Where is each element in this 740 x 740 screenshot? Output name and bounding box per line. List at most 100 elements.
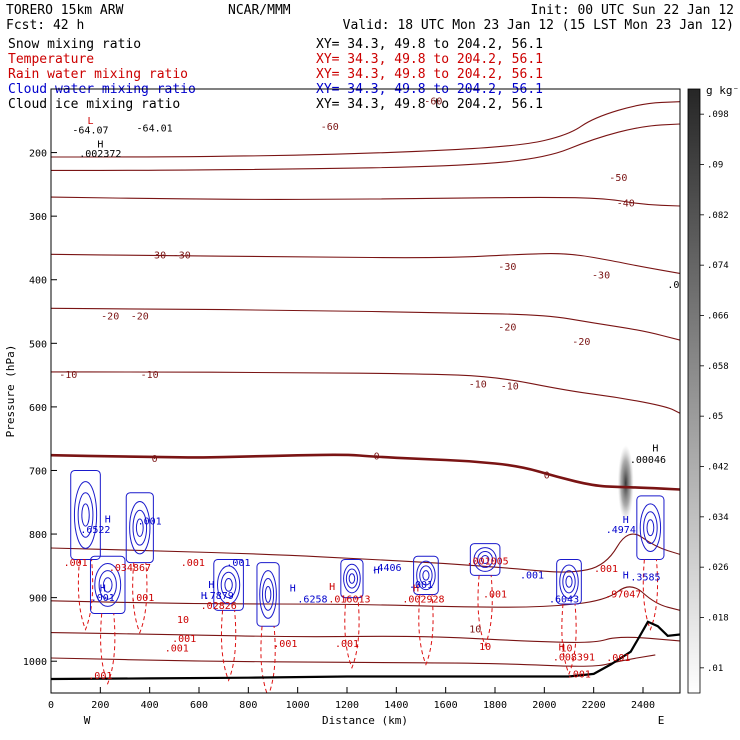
y-tick-label: 500 <box>29 339 47 350</box>
temperature-contour-m30 <box>51 253 680 274</box>
field-range-cloud-ice: XY= 34.3, 49.8 to 204.2, 56.1 <box>316 97 543 112</box>
temperature-contour-5 <box>51 533 680 573</box>
field-annotation: .034867 <box>109 563 151 574</box>
x-tick-label: 800 <box>239 700 257 711</box>
temperature-contour-label: 10 <box>469 624 481 635</box>
x-tick-label: 600 <box>190 700 208 711</box>
rain-water-contour <box>561 603 577 676</box>
colorbar-tick-label: .042 <box>707 463 729 473</box>
cloud-water-cell-contour <box>81 503 90 527</box>
cloud-water-cell-contour <box>262 578 275 611</box>
cloud-water-cell-contour <box>129 500 151 555</box>
field-annotation: .001 <box>520 571 544 582</box>
field-annotation: H <box>100 583 106 594</box>
cloud-water-cell-contour <box>98 570 117 600</box>
fcst-label: Fcst: 42 h <box>6 18 84 33</box>
header: TORERO 15km ARW NCAR/MMM Init: 00 UTC Su… <box>6 3 734 112</box>
colorbar-tick-label: .066 <box>707 312 729 322</box>
colorbar-tick-label: .026 <box>707 563 729 573</box>
cloud-water-cell-contour <box>643 511 658 545</box>
field-annotation: H <box>413 583 419 594</box>
temperature-contour-label: -20 <box>101 312 119 323</box>
field-annotation: .3585 <box>630 572 660 583</box>
snow-max-shading <box>617 445 634 522</box>
y-axis-title: Pressure (hPa) <box>4 345 17 438</box>
temperature-contour-m20 <box>51 307 680 341</box>
colorbar-tick-label: .01 <box>707 664 723 674</box>
field-range-temperature: XY= 34.3, 49.8 to 204.2, 56.1 <box>316 52 543 67</box>
field-annotation: .001 <box>335 639 359 650</box>
field-annotation: .001 <box>181 558 205 569</box>
cloud-water-cell-contour <box>480 555 490 564</box>
x-axis-title: Distance (km) <box>322 714 408 727</box>
y-tick-label: 600 <box>29 403 47 414</box>
field-annotation: .008391 <box>553 653 595 664</box>
field-annotation: H <box>97 139 103 150</box>
rain-water-contour <box>477 575 493 647</box>
x-tick-label: 1600 <box>434 700 458 711</box>
rain-water-contour <box>220 610 237 682</box>
cloud-water-cell-contour <box>345 568 358 589</box>
field-annotation: H <box>652 443 658 454</box>
temperature-contour-label: 0 <box>374 451 380 462</box>
temperature-contour-label: -10 <box>141 370 159 381</box>
temperature-contour-7 <box>51 586 680 611</box>
cloud-water-cell-contour <box>102 577 113 593</box>
rain-water-contour <box>418 594 434 666</box>
field-annotation: .001 <box>64 558 88 569</box>
field-annotation: -64.01 <box>137 124 173 135</box>
field-annotation: .001 <box>273 639 297 650</box>
x-tick-label: 1000 <box>286 700 310 711</box>
field-annotation: .0023 <box>667 280 697 291</box>
field-annotation: .001 <box>226 558 250 569</box>
cloud-water-cell-contour <box>77 492 94 538</box>
field-annotation: H <box>208 580 214 591</box>
field-range-snow: XY= 34.3, 49.8 to 204.2, 56.1 <box>316 37 543 52</box>
cloud-water-cell-contour <box>473 547 497 572</box>
cloud-water-cell-outline <box>125 492 154 564</box>
temperature-contour-label: -50 <box>609 173 627 184</box>
field-annotation: .002372 <box>79 149 121 160</box>
cloud-water-cell-outline <box>213 558 244 611</box>
cloud-water-cell-contour <box>94 562 122 607</box>
colorbar: .01 .018 .026 .034 .042 .05 .058 .066 .074 .082 .0… <box>687 84 740 694</box>
cloud-water-cell-outline <box>70 469 101 560</box>
cloud-water-cell-outline <box>256 562 280 627</box>
y-tick-label: 700 <box>29 466 47 477</box>
temperature-contour-label: -40 <box>617 198 635 209</box>
field-annotation: .4974 <box>606 525 636 536</box>
temperature-contour-10 <box>51 632 680 643</box>
rain-water-contour <box>344 597 360 669</box>
field-annotation: H <box>559 642 565 653</box>
cloud-water-cell-contour <box>416 560 436 591</box>
cloud-water-cell-contour <box>264 586 272 603</box>
temperature-contour-label: -60 <box>321 122 339 133</box>
temperature-contour-label: -20 <box>572 337 590 348</box>
cloud-water-cell-contour <box>565 575 573 588</box>
field-annotation: .001 <box>409 580 433 591</box>
colorbar-tick-label: .05 <box>707 412 723 422</box>
temperature-contour-label: -30 <box>592 270 610 281</box>
rain-water-contour <box>100 613 116 685</box>
cloud-water-cell-outline <box>413 555 439 595</box>
temperature-contour-label: -30 <box>498 262 516 273</box>
cloud-water-cell-contour <box>217 565 241 605</box>
field-annotation: H <box>105 515 111 526</box>
terrain-line <box>51 620 680 681</box>
cloud-water-cell-outline <box>556 558 582 605</box>
temperature-contour-m50 <box>51 123 680 171</box>
x-tick-label: 1200 <box>335 700 359 711</box>
field-name-cloud-ice: Cloud ice mixing ratio <box>8 97 180 112</box>
y-tick-label: 200 <box>29 149 47 160</box>
cloud-water-cell-contour <box>220 571 237 599</box>
field-annotation: .001005 <box>467 557 509 568</box>
cloud-water-cell-contour <box>348 573 356 584</box>
temperature-contour-label: 0 <box>152 454 158 465</box>
model-label: TORERO 15km ARW <box>6 3 124 18</box>
colorbar-ramp <box>687 88 701 694</box>
field-annotation: H <box>623 571 629 582</box>
x-tick-label: 2200 <box>582 700 606 711</box>
x-end-right-label: E <box>658 714 665 727</box>
temperature-contour-label: -10 <box>469 380 487 391</box>
